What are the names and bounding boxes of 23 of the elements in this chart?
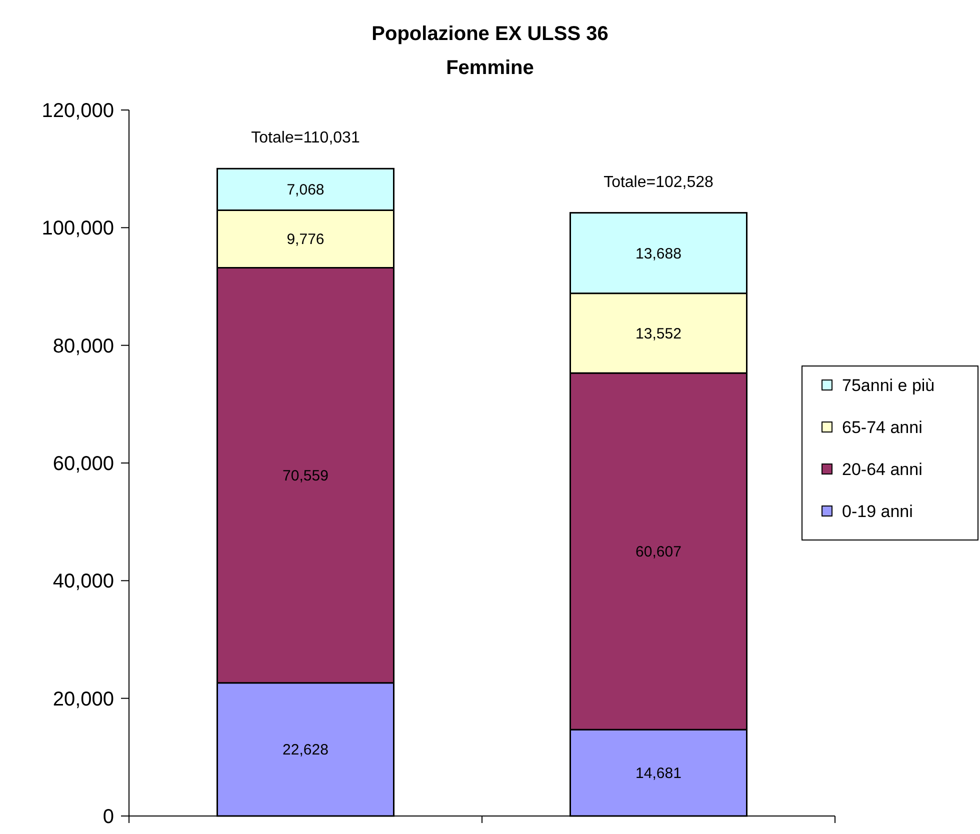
data-label: 13,688 <box>636 245 682 262</box>
data-label: 22,628 <box>282 742 328 759</box>
y-tick-label: 60,000 <box>52 453 114 475</box>
y-tick-label: 0 <box>102 806 114 828</box>
y-tick-label: 120,000 <box>42 100 114 122</box>
y-tick-label: 40,000 <box>52 570 114 593</box>
y-tick-label: 80,000 <box>52 335 114 358</box>
data-label: 13,552 <box>636 325 682 342</box>
data-label: 70,559 <box>282 468 328 485</box>
y-tick-label: 100,000 <box>42 218 114 240</box>
chart-title: Popolazione EX ULSS 36 <box>372 23 608 45</box>
legend-label: 20-64 anni <box>842 460 922 479</box>
legend-label: 75anni e più <box>842 376 935 395</box>
total-label: Totale=102,528 <box>604 174 714 191</box>
chart-subtitle: Femmine <box>446 57 534 79</box>
data-label: 60,607 <box>636 544 682 561</box>
legend-label: 0-19 anni <box>842 502 913 521</box>
y-tick-label: 20,000 <box>52 688 114 710</box>
data-label: 9,776 <box>286 231 324 248</box>
data-label: 14,681 <box>636 765 682 782</box>
total-label: Totale=110,031 <box>251 130 360 147</box>
legend-label: 65-74 anni <box>842 418 922 437</box>
data-label: 7,068 <box>286 182 324 199</box>
